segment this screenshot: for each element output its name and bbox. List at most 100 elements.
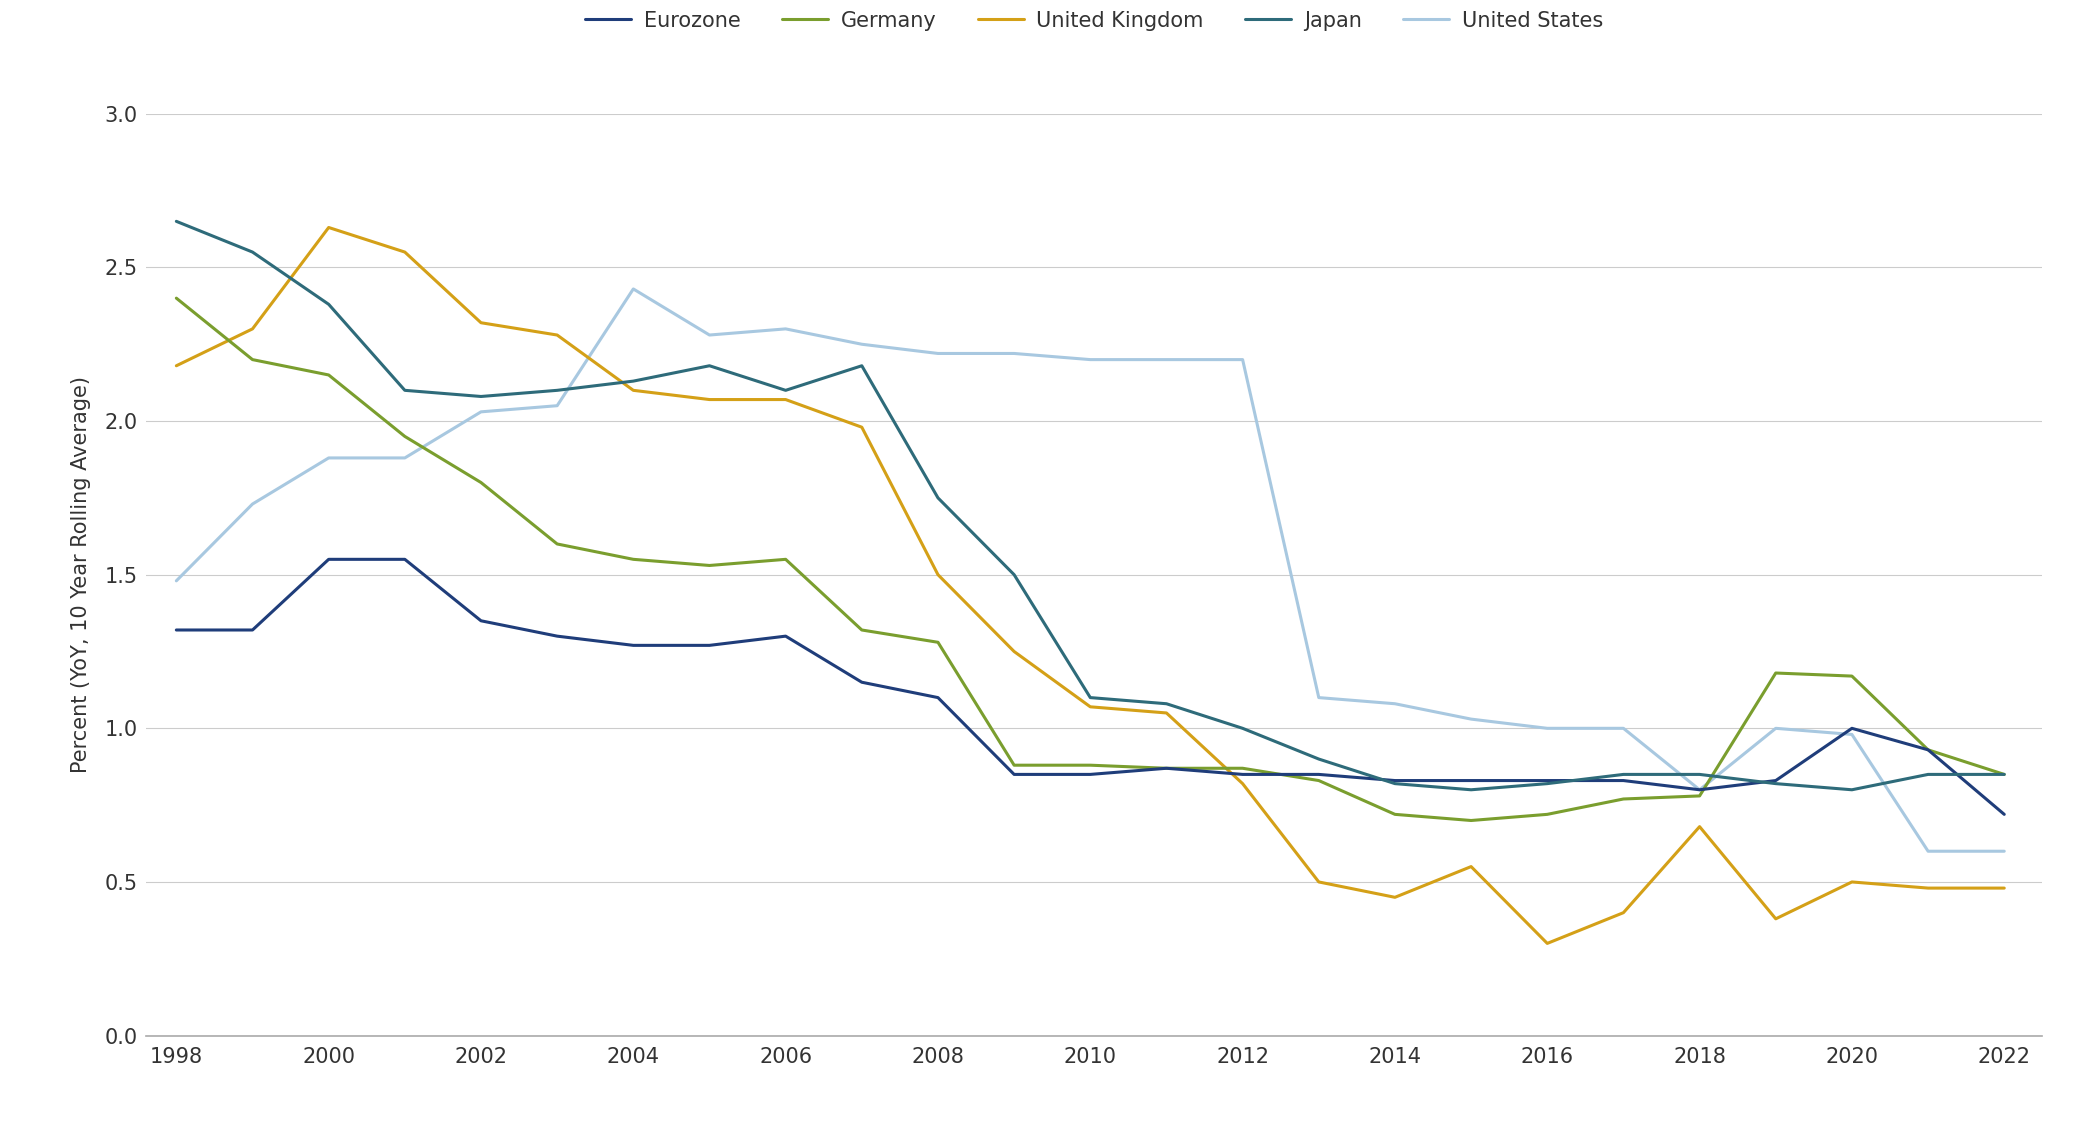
Eurozone [1382, 774, 1407, 787]
United States [1077, 353, 1102, 366]
Y-axis label: Percent (YoY, 10 Year Rolling Average): Percent (YoY, 10 Year Rolling Average) [71, 377, 90, 773]
Eurozone [544, 629, 569, 643]
Germany [165, 291, 190, 305]
Japan [925, 492, 950, 505]
Eurozone [1002, 768, 1027, 782]
United States [165, 574, 190, 587]
Japan [850, 358, 875, 372]
United Kingdom [469, 316, 494, 330]
Germany [1611, 792, 1636, 806]
Line: Eurozone: Eurozone [177, 560, 2005, 815]
Germany [696, 559, 721, 572]
United States [1611, 721, 1636, 735]
United Kingdom [925, 568, 950, 582]
United Kingdom [1534, 937, 1559, 950]
United Kingdom [1002, 644, 1027, 658]
United States [1534, 721, 1559, 735]
Eurozone [1688, 783, 1713, 797]
Eurozone [1307, 768, 1332, 782]
United States [1307, 691, 1332, 704]
Japan [773, 384, 798, 397]
Japan [165, 215, 190, 229]
Japan [1307, 752, 1332, 766]
United States [1155, 353, 1180, 366]
Eurozone [1992, 808, 2017, 822]
Germany [1002, 758, 1027, 772]
Germany [1840, 669, 1865, 683]
Germany [1382, 808, 1407, 822]
United States [696, 328, 721, 341]
United States [544, 399, 569, 413]
United States [773, 322, 798, 336]
Eurozone [850, 676, 875, 690]
Japan [392, 384, 417, 397]
United States [1915, 844, 1940, 858]
Japan [1611, 768, 1636, 782]
Legend: Eurozone, Germany, United Kingdom, Japan, United States: Eurozone, Germany, United Kingdom, Japan… [579, 5, 1609, 36]
United Kingdom [773, 393, 798, 406]
Eurozone [165, 624, 190, 637]
Eurozone [1840, 721, 1865, 735]
Eurozone [1611, 774, 1636, 787]
United Kingdom [1077, 700, 1102, 714]
Eurozone [1534, 774, 1559, 787]
Germany [1307, 774, 1332, 787]
United Kingdom [1155, 706, 1180, 720]
Japan [1915, 768, 1940, 782]
Japan [1992, 768, 2017, 782]
Eurozone [392, 553, 417, 567]
United Kingdom [1840, 875, 1865, 889]
Line: United States: United States [177, 289, 2005, 851]
United States [1002, 347, 1027, 361]
United States [850, 337, 875, 351]
Germany [1077, 758, 1102, 772]
United Kingdom [1992, 881, 2017, 894]
Line: United Kingdom: United Kingdom [177, 228, 2005, 943]
Eurozone [1915, 743, 1940, 757]
Japan [1230, 721, 1255, 735]
United States [469, 405, 494, 419]
Germany [1534, 808, 1559, 822]
Eurozone [1077, 768, 1102, 782]
Germany [925, 635, 950, 649]
Germany [773, 553, 798, 567]
Eurozone [317, 553, 342, 567]
Japan [1534, 777, 1559, 791]
United Kingdom [1307, 875, 1332, 889]
United States [317, 451, 342, 464]
Eurozone [773, 629, 798, 643]
Japan [469, 389, 494, 403]
United States [925, 347, 950, 361]
Germany [850, 624, 875, 637]
United Kingdom [1915, 881, 1940, 894]
United Kingdom [1230, 777, 1255, 791]
United States [1230, 353, 1255, 366]
Germany [1688, 789, 1713, 802]
Germany [1915, 743, 1940, 757]
Japan [1840, 783, 1865, 797]
Eurozone [696, 638, 721, 652]
Eurozone [1230, 768, 1255, 782]
Germany [1230, 761, 1255, 775]
Eurozone [469, 615, 494, 628]
United Kingdom [544, 328, 569, 341]
Japan [544, 384, 569, 397]
Japan [1763, 777, 1788, 791]
United Kingdom [240, 322, 265, 336]
Germany [317, 369, 342, 382]
United Kingdom [165, 358, 190, 372]
Germany [1155, 761, 1180, 775]
Line: Germany: Germany [177, 298, 2005, 820]
United Kingdom [1611, 906, 1636, 920]
United States [1840, 727, 1865, 741]
Germany [621, 553, 646, 567]
Eurozone [1763, 774, 1788, 787]
United Kingdom [696, 393, 721, 406]
Germany [240, 353, 265, 366]
United Kingdom [392, 246, 417, 259]
Germany [1992, 768, 2017, 782]
Line: Japan: Japan [177, 222, 2005, 790]
Germany [1459, 814, 1484, 827]
Japan [621, 374, 646, 388]
United States [1459, 712, 1484, 726]
